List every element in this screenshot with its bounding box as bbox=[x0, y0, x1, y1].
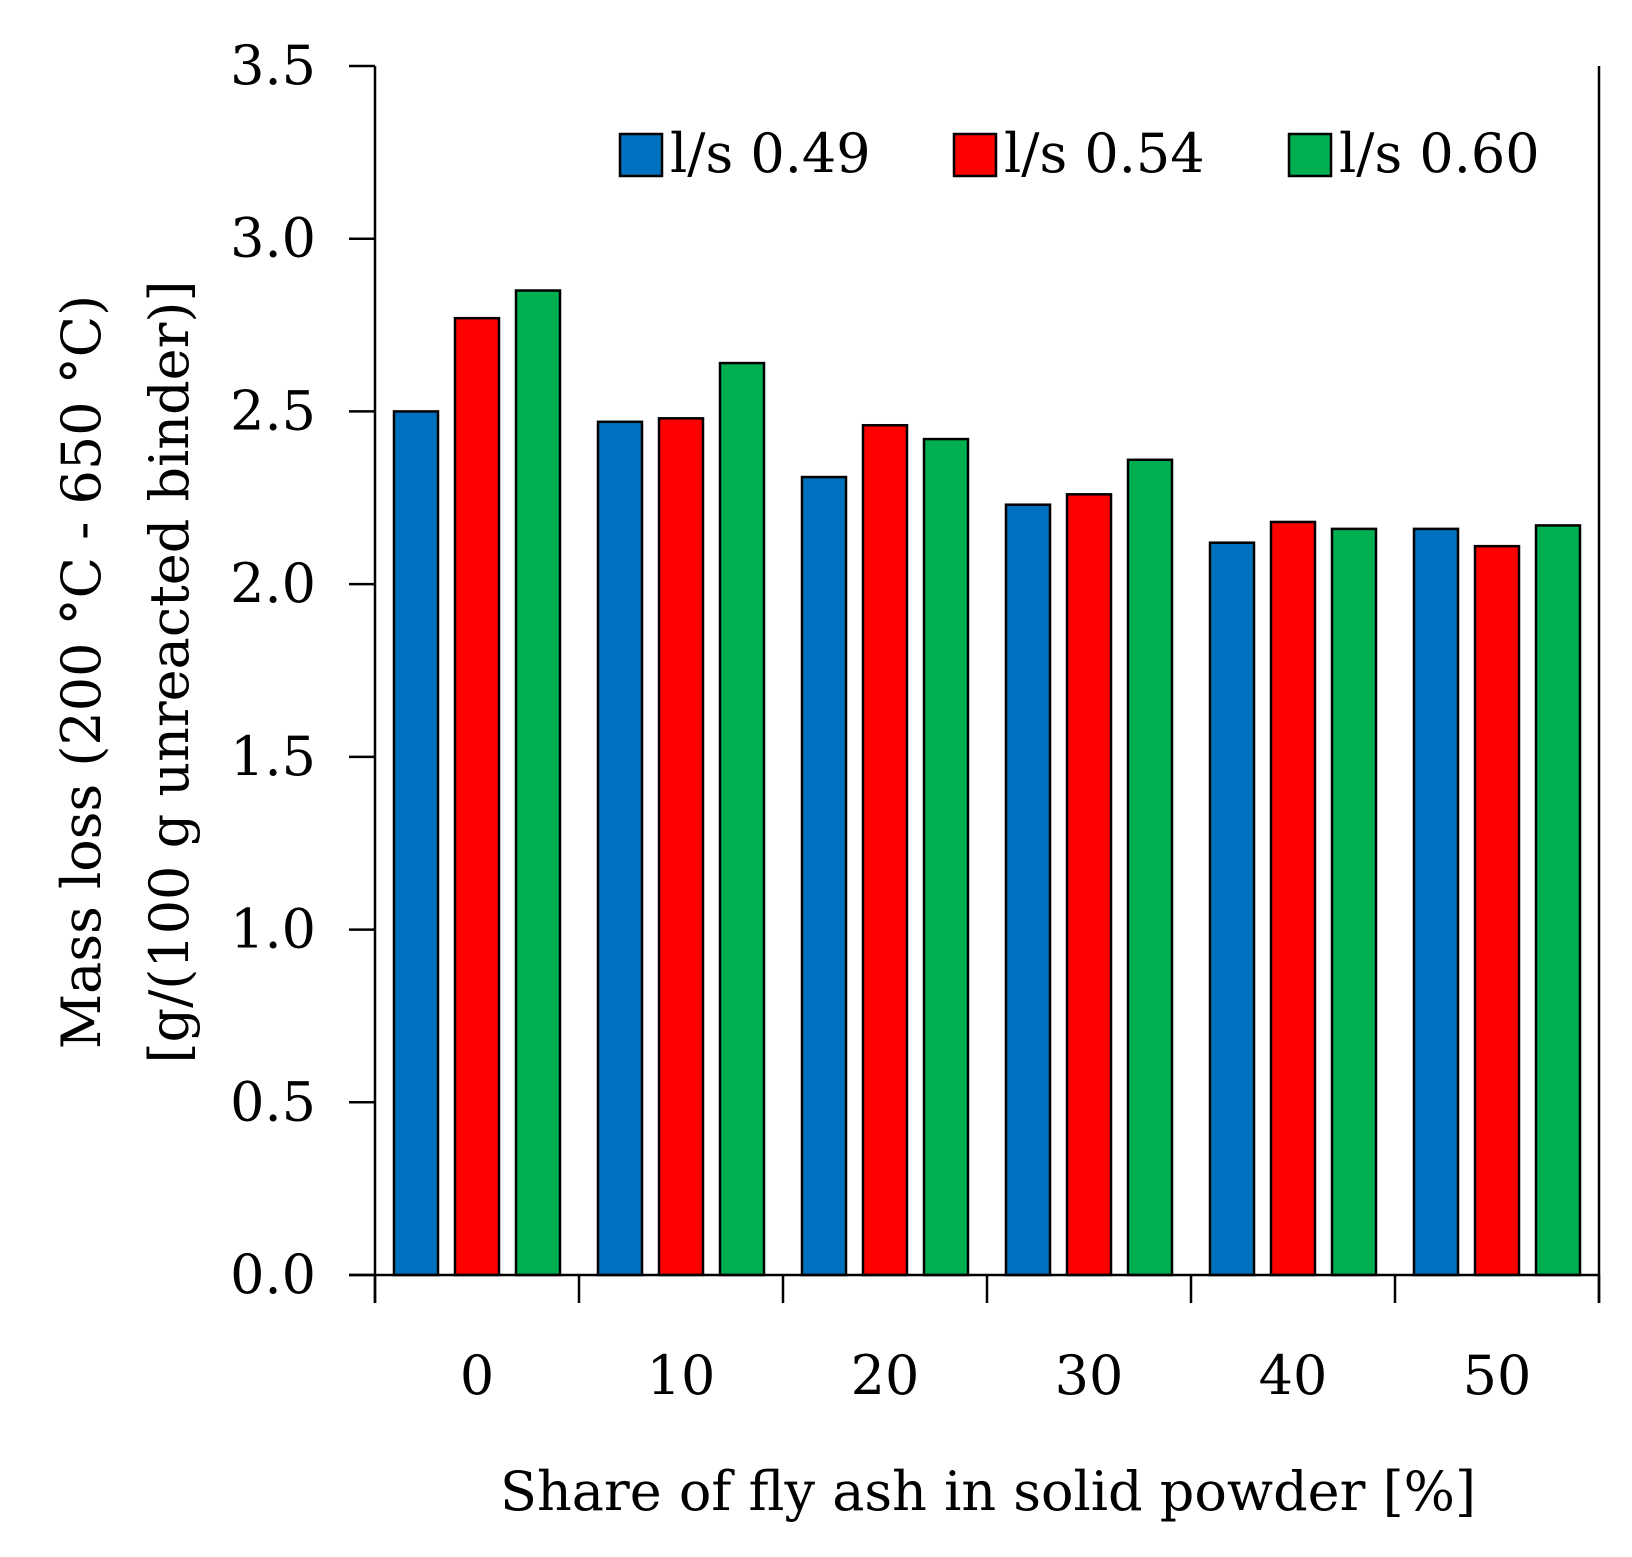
legend-label-l-s-0-60: l/s 0.60 bbox=[1339, 122, 1540, 185]
x-axis-title: Share of fly ash in solid powder [%] bbox=[500, 1460, 1476, 1523]
x-tick-label: 10 bbox=[647, 1344, 716, 1407]
bar-l-s-0-49-cat-20 bbox=[800, 475, 848, 1277]
bar-l-s-0-54-cat-50 bbox=[1473, 544, 1521, 1277]
bar-l-s-0-49-cat-0 bbox=[392, 410, 440, 1277]
x-tick-label: 20 bbox=[851, 1344, 920, 1407]
bars-layer bbox=[392, 289, 1582, 1277]
bar-l-s-0-54-cat-40 bbox=[1269, 520, 1317, 1277]
y-tick-label: 1.5 bbox=[230, 725, 316, 788]
legend-label-l-s-0-49: l/s 0.49 bbox=[670, 122, 871, 185]
x-tick-label: 30 bbox=[1055, 1344, 1124, 1407]
y-tick-label: 3.5 bbox=[230, 34, 316, 97]
bar-l-s-0-49-cat-30 bbox=[1004, 503, 1052, 1277]
bar-l-s-0-49-cat-50 bbox=[1412, 527, 1460, 1277]
bar-l-s-0-60-cat-30 bbox=[1126, 458, 1174, 1277]
legend-label-l-s-0-54: l/s 0.54 bbox=[1004, 122, 1205, 185]
y-axis-title-line-2: [g/(100 g unreacted binder)] bbox=[138, 280, 201, 1063]
bar-l-s-0-60-cat-20 bbox=[922, 437, 970, 1277]
bar-l-s-0-54-cat-10 bbox=[657, 417, 705, 1277]
bar-l-s-0-60-cat-0 bbox=[514, 289, 562, 1277]
bar-l-s-0-60-cat-50 bbox=[1534, 524, 1582, 1277]
x-tick-label: 40 bbox=[1259, 1344, 1328, 1407]
bar-l-s-0-54-cat-0 bbox=[453, 316, 501, 1277]
y-tick-label: 3.0 bbox=[230, 207, 316, 270]
bar-l-s-0-49-cat-40 bbox=[1208, 541, 1256, 1277]
y-tick-label: 2.0 bbox=[230, 552, 316, 615]
legend-swatch-l-s-0-49 bbox=[618, 132, 664, 178]
bar-l-s-0-54-cat-30 bbox=[1065, 493, 1113, 1277]
legend: l/s 0.49 l/s 0.54 l/s 0.60 bbox=[618, 122, 1540, 185]
bar-l-s-0-54-cat-20 bbox=[861, 423, 909, 1277]
x-tick-label: 50 bbox=[1463, 1344, 1532, 1407]
y-axis-title-line-1: Mass loss (200 °C - 650 °C) bbox=[50, 295, 113, 1049]
axes-layer bbox=[349, 66, 1601, 1303]
y-tick-label: 0.5 bbox=[230, 1070, 316, 1133]
x-tick-label: 0 bbox=[460, 1344, 494, 1407]
y-tick-label: 2.5 bbox=[230, 379, 316, 442]
bar-l-s-0-49-cat-10 bbox=[596, 420, 644, 1277]
y-axis-title: Mass loss (200 °C - 650 °C) [g/(100 g un… bbox=[50, 280, 201, 1063]
legend-swatch-l-s-0-54 bbox=[952, 132, 998, 178]
legend-swatch-l-s-0-60 bbox=[1287, 132, 1333, 178]
bar-l-s-0-60-cat-40 bbox=[1330, 527, 1378, 1277]
ticks-layer: 0.0 0.5 1.0 1.5 2.0 2.5 3.0 3.5 0 10 20 30 40 50 bbox=[230, 34, 1601, 1407]
bar-l-s-0-60-cat-10 bbox=[718, 361, 766, 1277]
y-tick-label: 0.0 bbox=[230, 1243, 316, 1306]
y-tick-label: 1.0 bbox=[230, 898, 316, 961]
